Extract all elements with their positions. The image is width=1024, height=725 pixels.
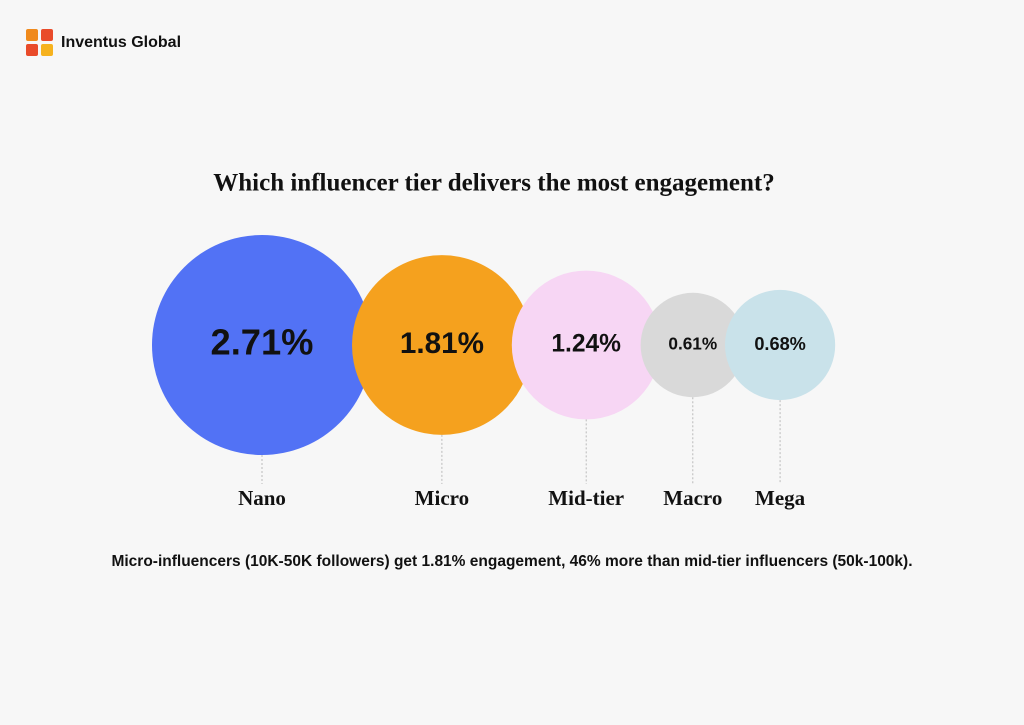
chart-title: Which influencer tier delivers the most … — [213, 170, 775, 197]
logo-square — [26, 29, 38, 41]
category-label: Micro — [415, 486, 469, 510]
category-label: Macro — [663, 486, 722, 510]
bubble — [352, 255, 532, 435]
caption: Micro-influencers (10K-50K followers) ge… — [111, 553, 912, 570]
logo — [26, 29, 53, 56]
brand-name: Inventus Global — [61, 34, 181, 51]
value-label: 0.68% — [754, 334, 806, 354]
bubble — [640, 292, 745, 398]
category-label: Mega — [755, 486, 806, 510]
value-label: 0.61% — [668, 334, 717, 354]
logo-square — [26, 44, 38, 56]
bubble — [152, 235, 372, 455]
value-label: 2.71% — [211, 322, 314, 363]
value-label: 1.81% — [400, 327, 484, 360]
category-label: Nano — [238, 486, 286, 510]
value-label: 1.24% — [551, 330, 621, 357]
logo-square — [41, 44, 53, 56]
bubbles: 2.71% Nano 1.81% Micro 1.24% Mid-tier 0.61% Mac… — [152, 235, 836, 510]
logo-square — [41, 29, 53, 41]
category-label: Mid-tier — [548, 486, 624, 510]
bubble — [724, 289, 836, 401]
bubble — [511, 270, 661, 420]
